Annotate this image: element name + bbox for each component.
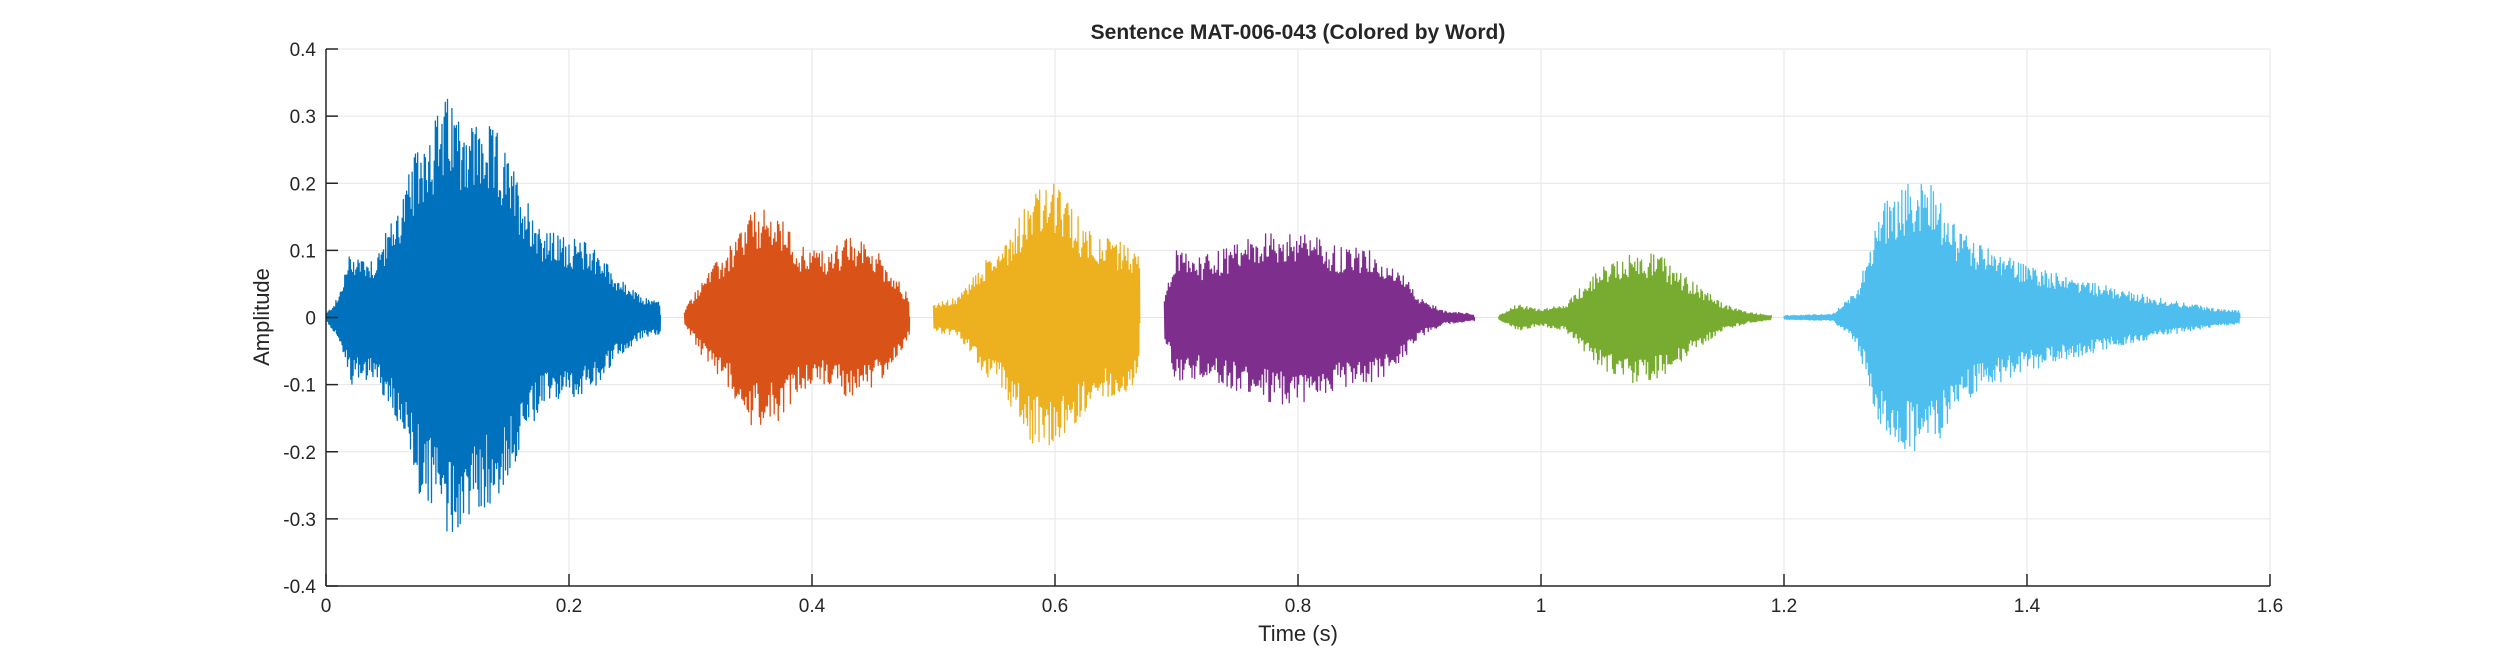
x-tick-label: 0.6 <box>1042 596 1068 617</box>
x-tick-label: 1.2 <box>1771 596 1797 617</box>
chart-title: Sentence MAT-006-043 (Colored by Word) <box>1091 21 1506 44</box>
x-tick-label: 1 <box>1536 596 1547 617</box>
y-tick-label: -0.4 <box>283 577 316 598</box>
waveform-series-6 <box>1783 183 2241 452</box>
waveform-series-2 <box>683 209 911 426</box>
x-ticks: 0 0.2 0.4 0.6 0.8 1 1.2 1.4 1.6 <box>321 574 2283 617</box>
x-tick-label: 1.4 <box>2014 596 2041 617</box>
x-tick-label: 0.2 <box>556 596 582 617</box>
y-tick-label: -0.1 <box>283 376 316 397</box>
waveform-series-3 <box>932 183 1141 446</box>
y-tick-label: 0.1 <box>290 241 316 262</box>
waveform-series-4 <box>1163 233 1476 405</box>
y-axis-label: Amplitude <box>249 268 274 366</box>
x-tick-label: 1.6 <box>2257 596 2283 617</box>
x-axis-label: Time (s) <box>1258 621 1338 646</box>
x-tick-label: 0.8 <box>1285 596 1311 617</box>
y-tick-label: 0.2 <box>290 174 316 195</box>
waveform-series-1 <box>325 98 662 532</box>
waveforms <box>325 98 2241 532</box>
y-tick-label: 0.3 <box>290 107 316 128</box>
x-tick-label: 0.4 <box>799 596 826 617</box>
waveform-series-5 <box>1497 253 1773 384</box>
y-tick-label: -0.3 <box>283 510 316 531</box>
y-tick-label: 0 <box>305 309 316 330</box>
y-tick-label: 0.4 <box>290 40 317 61</box>
y-tick-label: -0.2 <box>283 443 316 464</box>
y-ticks: -0.4 -0.3 -0.2 -0.1 0 0.1 0.2 0.3 0.4 <box>283 40 338 598</box>
x-tick-label: 0 <box>321 596 332 617</box>
